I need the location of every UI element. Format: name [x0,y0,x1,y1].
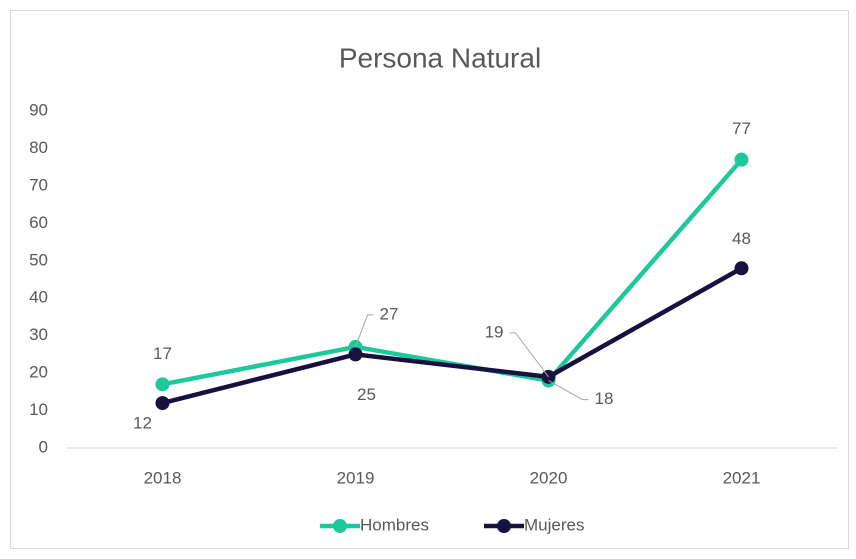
data-label: 48 [732,229,751,248]
data-label: 12 [133,414,152,433]
y-tick-label: 70 [29,175,48,194]
marker [734,152,749,167]
leader-line [509,332,549,378]
marker [348,347,363,362]
data-label: 25 [357,385,376,404]
y-tick-label: 20 [29,363,48,382]
y-tick-label: 50 [29,250,48,269]
legend-marker [333,519,347,533]
x-tick-label: 2019 [337,468,375,487]
data-label: 27 [380,304,399,323]
y-tick-label: 10 [29,400,48,419]
marker [734,261,749,276]
y-tick-label: 30 [29,325,48,344]
legend-label: Mujeres [524,515,584,534]
legend-marker [497,519,511,533]
leader-line [355,314,374,348]
series-line [161,266,743,406]
data-label: 77 [732,119,751,138]
chart-border [10,10,849,549]
y-tick-label: 40 [29,288,48,307]
x-tick-label: 2021 [723,468,761,487]
marker [155,377,170,392]
legend-label: Hombres [360,515,429,534]
y-tick-label: 0 [39,437,48,456]
chart-title: Persona Natural [339,42,541,73]
marker [155,396,170,411]
data-label: 18 [595,389,614,408]
data-label: 19 [485,322,504,341]
y-tick-label: 90 [29,100,48,119]
y-tick-label: 60 [29,213,48,232]
data-label: 17 [153,344,172,363]
y-tick-label: 80 [29,138,48,157]
x-tick-label: 2020 [530,468,568,487]
leader-line [548,380,589,401]
x-tick-label: 2018 [144,468,182,487]
